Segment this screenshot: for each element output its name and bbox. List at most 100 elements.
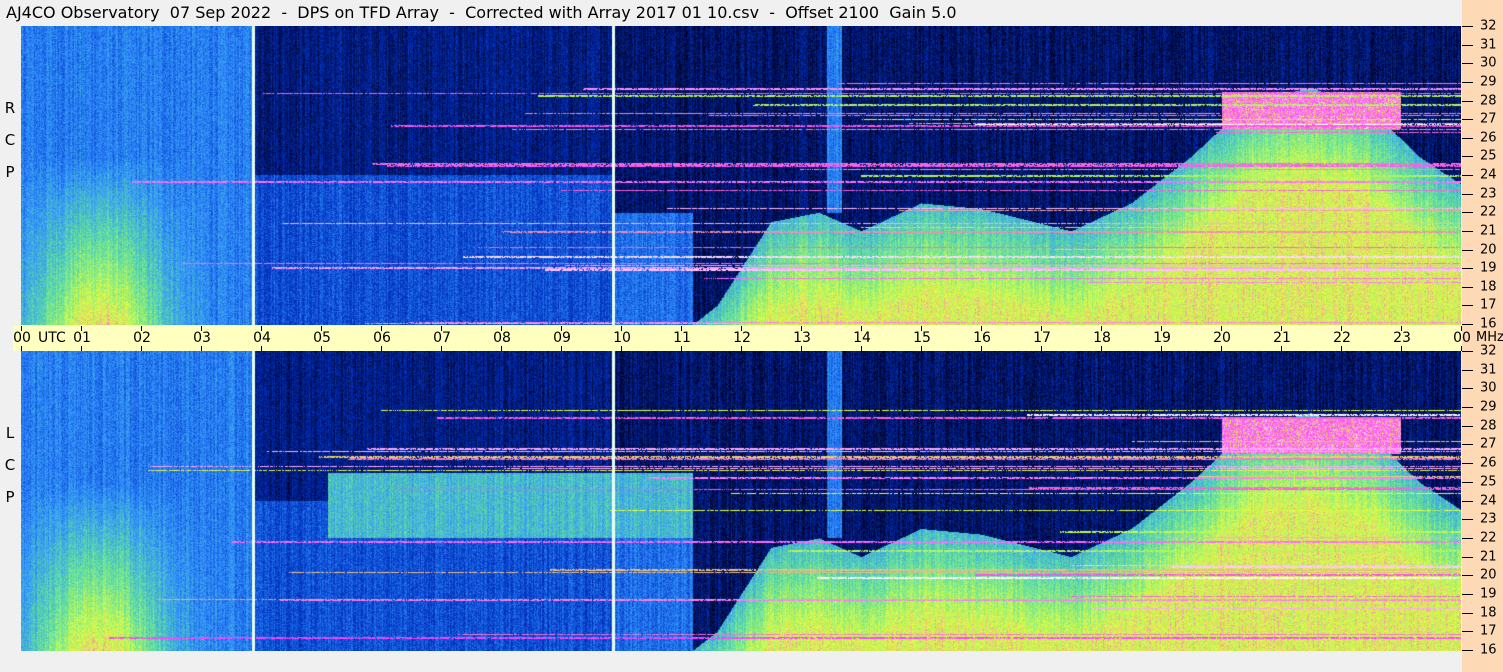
x-tick bbox=[321, 326, 322, 331]
x-tick-label: 14 bbox=[853, 330, 871, 346]
rcp-spectrogram-heatmap bbox=[21, 26, 1461, 325]
y-tick bbox=[1462, 388, 1473, 389]
x-tick bbox=[1341, 326, 1342, 331]
y-tick bbox=[1462, 63, 1473, 64]
y-tick-label: 32 bbox=[1480, 18, 1497, 34]
x-tick-label: 02 bbox=[133, 330, 151, 346]
y-tick bbox=[1462, 156, 1473, 157]
x-tick bbox=[861, 326, 862, 331]
x-tick bbox=[1041, 346, 1042, 351]
y-tick-label: 25 bbox=[1480, 474, 1497, 490]
y-tick-label: 18 bbox=[1480, 279, 1497, 295]
x-tick-label: 11 bbox=[673, 330, 691, 346]
x-tick-label: 13 bbox=[793, 330, 811, 346]
y-tick-label: 28 bbox=[1480, 93, 1497, 109]
lcp-label-letter: C bbox=[4, 456, 16, 474]
x-tick bbox=[261, 346, 262, 351]
y-tick bbox=[1462, 594, 1473, 595]
x-tick bbox=[801, 346, 802, 351]
x-tick-label: 06 bbox=[373, 330, 391, 346]
x-tick-label: 09 bbox=[553, 330, 571, 346]
y-tick-label: 27 bbox=[1480, 436, 1497, 452]
x-tick-label: 00 bbox=[1453, 330, 1471, 346]
x-tick bbox=[21, 346, 22, 351]
x-tick bbox=[741, 346, 742, 351]
x-tick bbox=[561, 346, 562, 351]
y-tick bbox=[1462, 631, 1473, 632]
x-tick bbox=[801, 326, 802, 331]
lcp-spectrogram-heatmap bbox=[21, 351, 1461, 651]
rcp-label-letter: P bbox=[5, 163, 15, 181]
y-tick bbox=[1462, 575, 1473, 576]
x-tick bbox=[501, 346, 502, 351]
x-tick bbox=[921, 326, 922, 331]
x-tick-label: 01 bbox=[73, 330, 91, 346]
x-tick bbox=[1401, 346, 1402, 351]
x-tick bbox=[1401, 326, 1402, 331]
x-tick bbox=[1161, 326, 1162, 331]
y-tick bbox=[1462, 463, 1473, 464]
y-tick bbox=[1462, 231, 1473, 232]
x-tick bbox=[81, 346, 82, 351]
x-tick-label: 08 bbox=[493, 330, 511, 346]
x-tick bbox=[1461, 346, 1462, 351]
y-tick bbox=[1462, 250, 1473, 251]
x-tick-label: 22 bbox=[1333, 330, 1351, 346]
y-tick bbox=[1462, 613, 1473, 614]
x-tick-label: 04 bbox=[253, 330, 271, 346]
x-tick bbox=[681, 326, 682, 331]
x-tick bbox=[621, 346, 622, 351]
y-tick-label: 17 bbox=[1480, 623, 1497, 639]
y-tick-label: 23 bbox=[1480, 186, 1497, 202]
y-tick-label: 27 bbox=[1480, 111, 1497, 127]
x-tick bbox=[861, 346, 862, 351]
y-tick bbox=[1462, 101, 1473, 102]
x-tick bbox=[201, 346, 202, 351]
x-tick bbox=[1161, 346, 1162, 351]
y-tick bbox=[1462, 45, 1473, 46]
rcp-spectrogram-panel bbox=[21, 26, 1461, 325]
x-tick-label: 20 bbox=[1213, 330, 1231, 346]
x-tick-label: 03 bbox=[193, 330, 211, 346]
y-axis-unit: MHz bbox=[1476, 330, 1503, 345]
y-tick-label: 23 bbox=[1480, 511, 1497, 527]
x-tick bbox=[441, 346, 442, 351]
y-tick-label: 21 bbox=[1480, 223, 1497, 239]
y-tick-label: 29 bbox=[1480, 74, 1497, 90]
y-tick-label: 26 bbox=[1480, 130, 1497, 146]
y-tick-label: 20 bbox=[1480, 567, 1497, 583]
y-tick bbox=[1462, 519, 1473, 520]
y-tick bbox=[1462, 370, 1473, 371]
x-tick bbox=[381, 326, 382, 331]
y-tick-label: 24 bbox=[1480, 493, 1497, 509]
y-tick bbox=[1462, 305, 1473, 306]
y-tick-label: 19 bbox=[1480, 586, 1497, 602]
x-tick-label: 05 bbox=[313, 330, 331, 346]
x-tick-label: 16 bbox=[973, 330, 991, 346]
x-tick bbox=[21, 326, 22, 331]
y-tick-label: 16 bbox=[1480, 316, 1497, 332]
y-tick bbox=[1462, 194, 1473, 195]
x-tick bbox=[1461, 326, 1462, 331]
x-tick-label: 12 bbox=[733, 330, 751, 346]
y-tick-label: 30 bbox=[1480, 380, 1497, 396]
y-tick-label: 17 bbox=[1480, 297, 1497, 313]
y-tick bbox=[1462, 82, 1473, 83]
x-tick bbox=[441, 326, 442, 331]
y-tick-label: 21 bbox=[1480, 549, 1497, 565]
y-tick bbox=[1462, 26, 1473, 27]
x-tick bbox=[621, 326, 622, 331]
y-tick-label: 20 bbox=[1480, 242, 1497, 258]
x-tick bbox=[201, 326, 202, 331]
y-tick bbox=[1462, 650, 1473, 651]
x-tick bbox=[741, 326, 742, 331]
x-tick bbox=[141, 346, 142, 351]
lcp-label-letter: P bbox=[5, 488, 15, 506]
y-tick bbox=[1462, 119, 1473, 120]
y-tick bbox=[1462, 426, 1473, 427]
y-tick bbox=[1462, 138, 1473, 139]
y-tick-label: 30 bbox=[1480, 55, 1497, 71]
y-tick bbox=[1462, 482, 1473, 483]
lcp-label-letter: L bbox=[5, 424, 15, 442]
y-tick-label: 16 bbox=[1480, 642, 1497, 658]
